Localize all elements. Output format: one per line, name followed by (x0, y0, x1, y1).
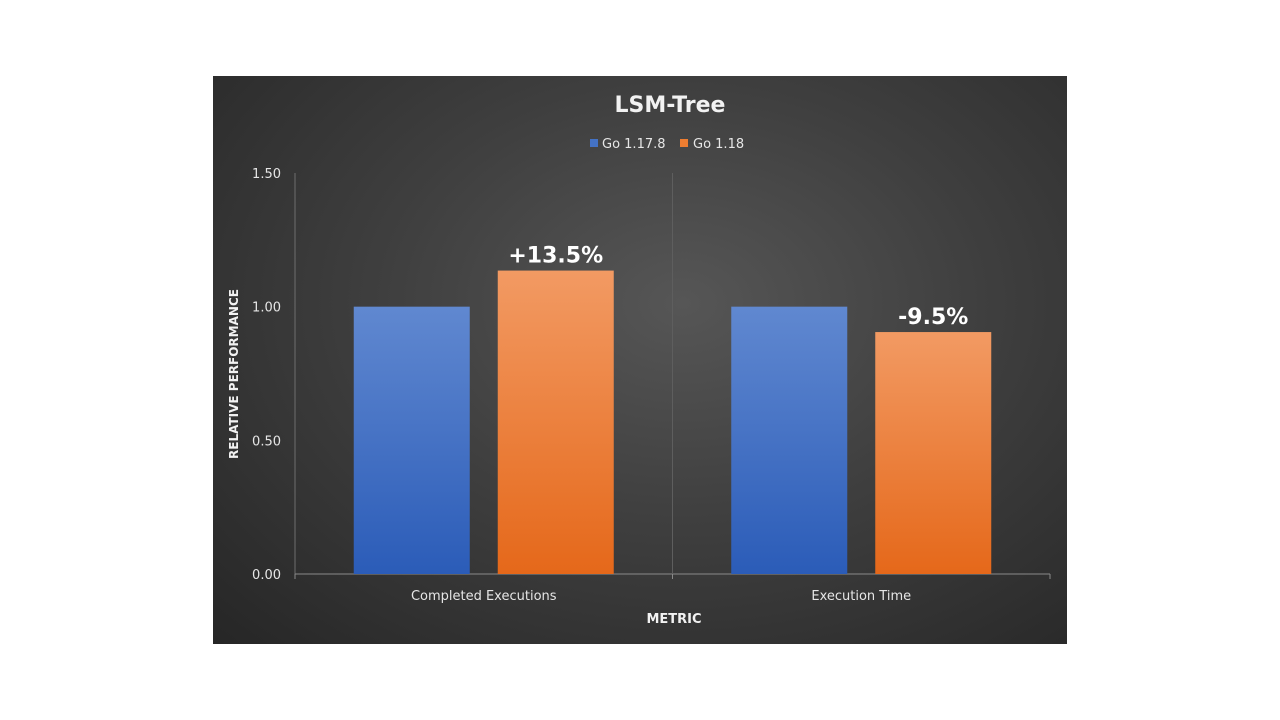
legend: Go 1.17.8 Go 1.18 (590, 137, 744, 152)
legend-swatch-go-1-17-8 (590, 139, 598, 147)
legend-label-go-1-18: Go 1.18 (693, 137, 744, 152)
y-tick-label: 1.50 (252, 167, 281, 182)
x-axis-label: METRIC (646, 612, 701, 627)
y-axis-label: RELATIVE PERFORMANCE (227, 289, 241, 459)
bar-go-1-18 (875, 332, 992, 574)
legend-label-go-1-17-8: Go 1.17.8 (602, 137, 666, 152)
x-tick-label: Execution Time (811, 589, 911, 604)
bar-chart: LSM-Tree Go 1.17.8 Go 1.18 0.00 0.50 1.00 1… (227, 93, 1051, 627)
legend-swatch-go-1-18 (680, 139, 688, 147)
bar-go-1-17-8 (353, 306, 470, 574)
chart-title: LSM-Tree (615, 93, 726, 118)
y-tick-label: 1.00 (252, 301, 281, 316)
plot-area: 0.00 0.50 1.00 1.50 +13.5% Completed Executio… (252, 167, 1051, 604)
chart-panel: LSM-Tree Go 1.17.8 Go 1.18 0.00 0.50 1.00 1… (213, 76, 1067, 644)
data-label: +13.5% (508, 244, 603, 269)
data-label: -9.5% (898, 305, 968, 330)
y-tick-label: 0.00 (252, 568, 281, 583)
x-tick-label: Completed Executions (411, 589, 557, 604)
bar-go-1-17-8 (731, 306, 848, 574)
y-tick-label: 0.50 (252, 434, 281, 449)
bar-go-1-18 (497, 270, 614, 574)
